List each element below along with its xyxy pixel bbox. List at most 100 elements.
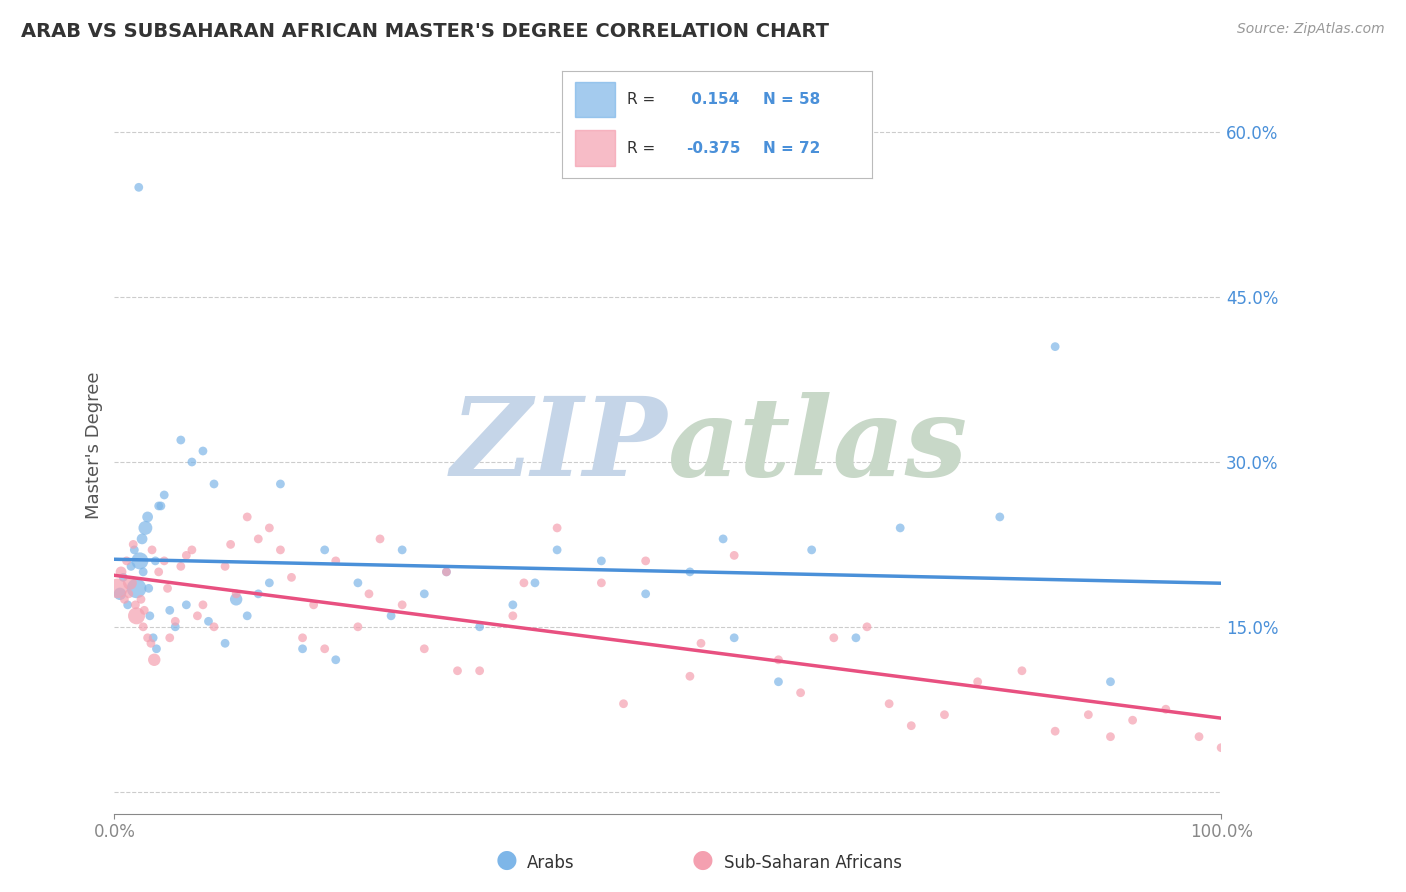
- Point: [131, 532, 153, 546]
- Point: [191, 598, 214, 612]
- Point: [136, 631, 159, 645]
- Point: [436, 565, 458, 579]
- Point: [214, 559, 236, 574]
- Point: [132, 565, 155, 579]
- Point: [128, 180, 150, 194]
- Point: [219, 537, 242, 551]
- Point: [789, 686, 811, 700]
- Point: [117, 598, 139, 612]
- Text: atlas: atlas: [668, 392, 969, 500]
- Point: [591, 554, 613, 568]
- Point: [128, 554, 150, 568]
- Point: [186, 608, 208, 623]
- Point: [143, 653, 166, 667]
- Point: [259, 521, 281, 535]
- Point: [800, 542, 823, 557]
- Point: [176, 598, 198, 612]
- Point: [159, 603, 181, 617]
- Y-axis label: Master's Degree: Master's Degree: [86, 372, 103, 519]
- Point: [176, 549, 198, 563]
- Point: [291, 641, 314, 656]
- Point: [118, 575, 141, 590]
- Text: N = 72: N = 72: [763, 141, 821, 156]
- Point: [1043, 724, 1066, 739]
- Point: [877, 697, 900, 711]
- Text: ZIP: ZIP: [451, 392, 668, 500]
- Point: [468, 620, 491, 634]
- Point: [148, 499, 170, 513]
- Point: [723, 631, 745, 645]
- Point: [679, 669, 702, 683]
- Point: [634, 587, 657, 601]
- Point: [107, 582, 129, 596]
- Point: [124, 598, 146, 612]
- Point: [934, 707, 956, 722]
- Point: [612, 697, 634, 711]
- Point: [523, 575, 546, 590]
- Point: [170, 559, 193, 574]
- Point: [690, 636, 713, 650]
- Point: [156, 582, 179, 596]
- Point: [1043, 340, 1066, 354]
- Point: [141, 542, 163, 557]
- Point: [110, 565, 132, 579]
- Text: Arabs: Arabs: [527, 855, 575, 872]
- Text: N = 58: N = 58: [763, 92, 821, 107]
- Point: [314, 542, 336, 557]
- Point: [236, 510, 259, 524]
- Point: [191, 444, 214, 458]
- Point: [325, 554, 347, 568]
- Point: [247, 532, 270, 546]
- Point: [711, 532, 734, 546]
- Point: [314, 641, 336, 656]
- Point: [134, 603, 156, 617]
- Bar: [575, 82, 614, 118]
- Point: [889, 521, 911, 535]
- Point: [325, 653, 347, 667]
- Point: [900, 719, 922, 733]
- Point: [1011, 664, 1033, 678]
- Point: [723, 549, 745, 563]
- Point: [357, 587, 380, 601]
- Point: [679, 565, 702, 579]
- Point: [136, 510, 159, 524]
- Point: [468, 664, 491, 678]
- Point: [180, 542, 202, 557]
- Point: [634, 554, 657, 568]
- Point: [225, 587, 247, 601]
- Point: [1099, 730, 1122, 744]
- Point: [115, 554, 138, 568]
- Point: [202, 477, 225, 491]
- Point: [236, 608, 259, 623]
- Point: [502, 608, 524, 623]
- Point: [768, 674, 790, 689]
- Point: [153, 488, 176, 502]
- Point: [153, 554, 176, 568]
- Point: [391, 542, 413, 557]
- Point: [269, 542, 291, 557]
- Point: [247, 587, 270, 601]
- Point: [391, 598, 413, 612]
- Point: [125, 582, 148, 596]
- Point: [120, 559, 142, 574]
- Text: Sub-Saharan Africans: Sub-Saharan Africans: [724, 855, 903, 872]
- Point: [143, 554, 166, 568]
- Point: [413, 587, 436, 601]
- Point: [112, 570, 135, 584]
- Bar: [575, 130, 614, 166]
- Point: [139, 608, 162, 623]
- Point: [134, 521, 156, 535]
- Point: [347, 620, 370, 634]
- Point: [214, 636, 236, 650]
- Text: ●: ●: [495, 848, 517, 872]
- Point: [347, 575, 370, 590]
- Point: [122, 537, 145, 551]
- Point: [1188, 730, 1211, 744]
- Point: [197, 615, 219, 629]
- Point: [124, 542, 146, 557]
- Text: 0.154: 0.154: [686, 92, 740, 107]
- Point: [823, 631, 845, 645]
- Point: [108, 587, 131, 601]
- Point: [138, 582, 160, 596]
- Point: [149, 499, 172, 513]
